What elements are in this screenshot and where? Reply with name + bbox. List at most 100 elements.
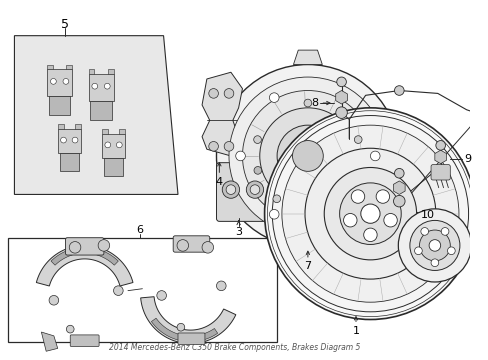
Circle shape bbox=[343, 213, 356, 227]
FancyBboxPatch shape bbox=[70, 335, 99, 346]
Bar bbox=[8, 238, 277, 342]
Circle shape bbox=[224, 141, 233, 151]
Circle shape bbox=[63, 78, 69, 84]
Circle shape bbox=[350, 190, 364, 203]
Circle shape bbox=[50, 78, 56, 84]
Polygon shape bbox=[151, 318, 217, 342]
Circle shape bbox=[304, 99, 311, 107]
Circle shape bbox=[92, 83, 98, 89]
Circle shape bbox=[208, 89, 218, 98]
Circle shape bbox=[157, 291, 166, 300]
Circle shape bbox=[447, 247, 454, 255]
Circle shape bbox=[440, 228, 448, 235]
Polygon shape bbox=[41, 332, 58, 351]
Circle shape bbox=[272, 116, 468, 312]
Circle shape bbox=[420, 228, 427, 235]
Text: 4: 4 bbox=[215, 177, 223, 187]
Circle shape bbox=[228, 77, 386, 235]
Text: 10: 10 bbox=[420, 210, 434, 220]
Circle shape bbox=[253, 167, 261, 174]
Circle shape bbox=[113, 286, 123, 296]
Circle shape bbox=[363, 228, 376, 242]
Circle shape bbox=[383, 213, 396, 227]
Circle shape bbox=[66, 325, 74, 333]
FancyBboxPatch shape bbox=[65, 238, 103, 255]
Text: 9: 9 bbox=[463, 154, 470, 164]
Polygon shape bbox=[36, 246, 133, 286]
Bar bbox=[49, 96, 70, 115]
Circle shape bbox=[216, 64, 399, 247]
Circle shape bbox=[398, 209, 470, 282]
Circle shape bbox=[177, 240, 188, 251]
Text: 1: 1 bbox=[352, 326, 359, 336]
Circle shape bbox=[224, 89, 233, 98]
Bar bbox=[88, 69, 94, 74]
Circle shape bbox=[394, 168, 403, 178]
Polygon shape bbox=[51, 247, 118, 265]
Circle shape bbox=[428, 240, 440, 251]
Circle shape bbox=[414, 247, 422, 255]
Circle shape bbox=[264, 108, 475, 320]
Bar bbox=[90, 101, 111, 120]
Circle shape bbox=[177, 323, 184, 331]
Bar bbox=[66, 64, 72, 69]
Bar bbox=[58, 124, 63, 129]
Polygon shape bbox=[15, 36, 178, 194]
Circle shape bbox=[324, 167, 416, 260]
Circle shape bbox=[104, 142, 110, 148]
Bar bbox=[102, 129, 107, 134]
Circle shape bbox=[269, 210, 279, 219]
Text: 8: 8 bbox=[310, 98, 318, 108]
Circle shape bbox=[339, 183, 400, 244]
Circle shape bbox=[393, 195, 404, 207]
Circle shape bbox=[72, 137, 78, 143]
Polygon shape bbox=[141, 297, 235, 343]
Circle shape bbox=[49, 296, 59, 305]
Circle shape bbox=[277, 125, 338, 187]
Bar bbox=[88, 74, 113, 101]
Circle shape bbox=[409, 220, 459, 270]
Bar bbox=[58, 129, 81, 153]
Bar bbox=[119, 129, 125, 134]
Circle shape bbox=[336, 77, 346, 87]
Polygon shape bbox=[293, 50, 322, 64]
Circle shape bbox=[69, 242, 81, 253]
FancyBboxPatch shape bbox=[430, 165, 449, 180]
Circle shape bbox=[222, 181, 239, 198]
Circle shape bbox=[253, 136, 261, 143]
Circle shape bbox=[375, 190, 389, 203]
Circle shape bbox=[394, 86, 403, 95]
Circle shape bbox=[98, 240, 109, 251]
Circle shape bbox=[235, 151, 245, 161]
Circle shape bbox=[216, 281, 225, 291]
Circle shape bbox=[250, 185, 259, 194]
Bar bbox=[60, 153, 79, 171]
Text: 2014 Mercedes-Benz C350 Brake Components, Brakes Diagram 5: 2014 Mercedes-Benz C350 Brake Components… bbox=[109, 343, 360, 352]
Text: 5: 5 bbox=[61, 18, 69, 31]
Bar bbox=[102, 134, 125, 158]
Circle shape bbox=[336, 93, 346, 103]
Circle shape bbox=[61, 137, 66, 143]
Circle shape bbox=[202, 242, 213, 253]
Circle shape bbox=[269, 93, 279, 103]
Circle shape bbox=[430, 259, 438, 267]
Circle shape bbox=[360, 204, 379, 223]
Text: 6: 6 bbox=[136, 225, 142, 235]
Circle shape bbox=[419, 230, 449, 261]
Bar bbox=[107, 69, 113, 74]
Circle shape bbox=[259, 108, 355, 204]
Bar bbox=[47, 64, 53, 69]
Circle shape bbox=[475, 110, 485, 120]
Circle shape bbox=[334, 195, 342, 203]
Circle shape bbox=[246, 181, 263, 198]
Text: 3: 3 bbox=[235, 227, 242, 237]
Circle shape bbox=[354, 136, 361, 143]
Polygon shape bbox=[202, 72, 242, 156]
Circle shape bbox=[435, 140, 445, 150]
Circle shape bbox=[242, 90, 372, 221]
Circle shape bbox=[336, 210, 346, 219]
FancyBboxPatch shape bbox=[173, 236, 209, 252]
Circle shape bbox=[282, 125, 458, 302]
Bar bbox=[47, 69, 72, 96]
Bar bbox=[103, 158, 123, 176]
